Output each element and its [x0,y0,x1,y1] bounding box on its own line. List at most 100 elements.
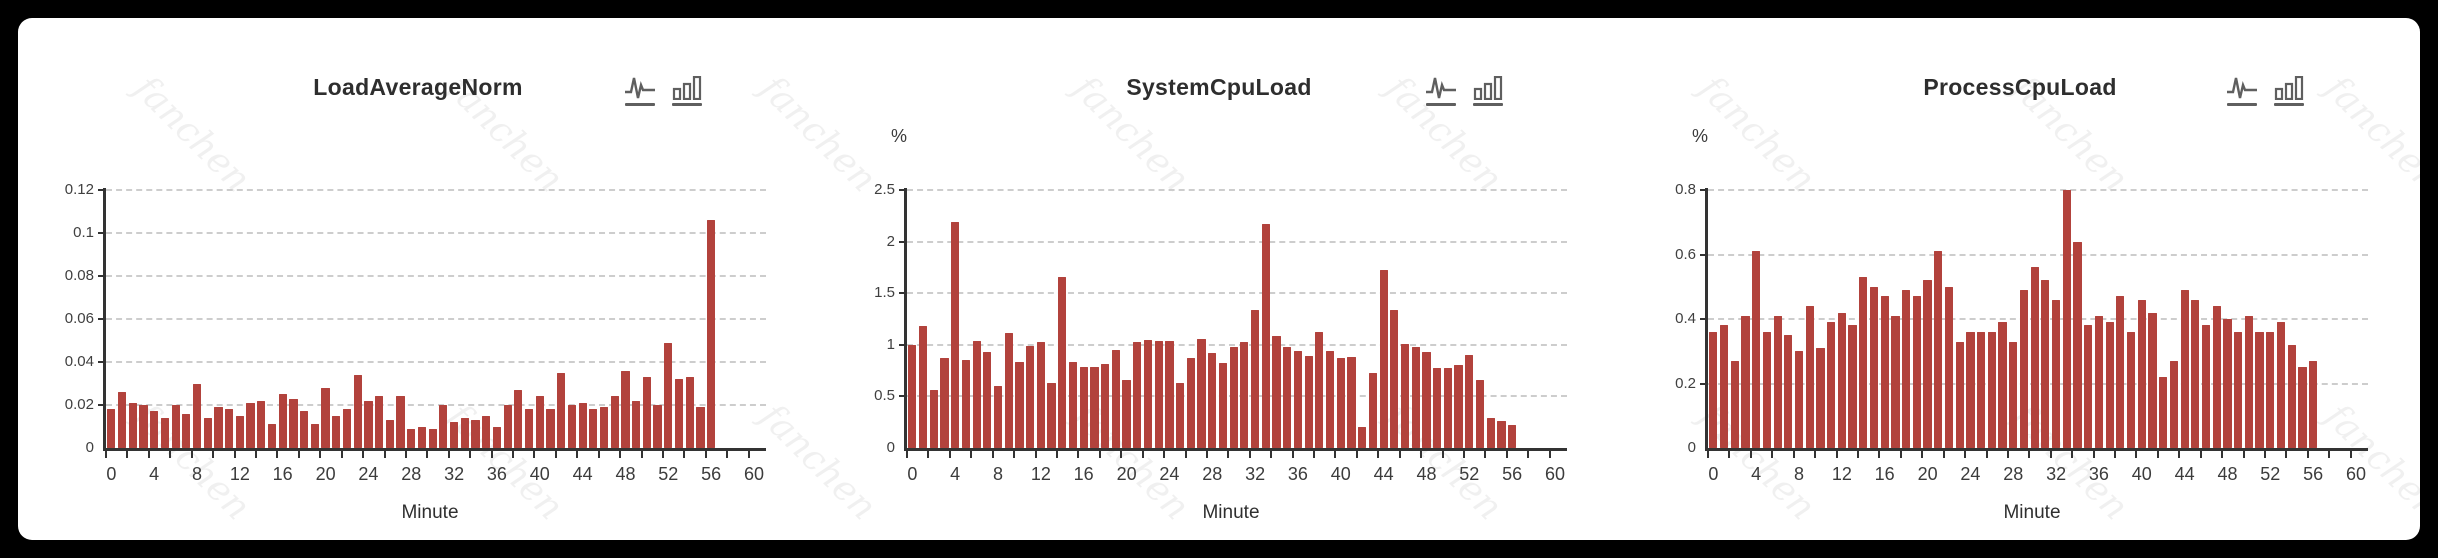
bar[interactable] [396,396,405,448]
bar[interactable] [2030,267,2039,448]
bar[interactable] [1848,325,1857,448]
bar[interactable] [2201,325,2211,448]
bar[interactable] [1036,341,1045,448]
bar[interactable] [1240,341,1249,448]
bar[interactable] [1497,421,1506,448]
bar[interactable] [1229,346,1238,448]
bar[interactable] [1730,360,1739,448]
bar[interactable] [1250,309,1260,448]
bar[interactable] [1752,251,1761,448]
bar[interactable] [375,396,384,448]
bar[interactable] [1944,286,1954,449]
bar[interactable] [1902,290,1911,448]
bar[interactable] [182,413,191,448]
bar[interactable] [1026,345,1035,448]
bar[interactable] [2234,331,2243,448]
bar[interactable] [961,360,971,448]
bar[interactable] [407,428,416,448]
bar[interactable] [1176,383,1185,448]
bar[interactable] [2223,319,2232,448]
bar[interactable] [1827,322,1836,448]
bar[interactable] [1218,363,1228,448]
bar[interactable] [439,405,448,448]
bar[interactable] [1805,306,1814,448]
bar[interactable] [2159,377,2168,448]
bar[interactable] [1325,351,1335,448]
bar[interactable] [2309,360,2318,448]
bar[interactable] [139,405,148,448]
bar[interactable] [632,400,641,448]
bar[interactable] [321,387,330,448]
bar[interactable] [1433,367,1442,448]
bar[interactable] [1358,427,1367,448]
bar[interactable] [214,407,223,449]
bar[interactable] [1368,372,1378,448]
bar[interactable] [2287,344,2296,448]
bar[interactable] [599,407,609,449]
bar-chart-toggle-button[interactable] [2274,76,2304,106]
bar[interactable] [993,386,1003,448]
bar[interactable] [951,222,960,448]
bar[interactable] [664,342,673,448]
bar[interactable] [1880,296,1889,448]
bar[interactable] [2126,331,2136,448]
bar[interactable] [482,415,491,449]
bar[interactable] [908,344,917,448]
bar[interactable] [1293,351,1303,448]
bar[interactable] [1816,348,1825,448]
line-chart-toggle-button[interactable] [1425,76,1457,106]
bar[interactable] [1197,338,1206,448]
bar[interactable] [2116,296,2125,448]
bar[interactable] [2073,241,2082,448]
bar[interactable] [1186,358,1195,448]
bar[interactable] [2276,322,2286,448]
bar-chart-toggle-button[interactable] [672,76,702,106]
bar[interactable] [2266,331,2275,448]
bar[interactable] [1977,331,1986,448]
bar[interactable] [117,392,127,448]
bar[interactable] [972,340,981,448]
bar[interactable] [310,424,319,448]
bar[interactable] [578,402,587,448]
bar[interactable] [449,422,459,448]
bar[interactable] [107,409,116,448]
bar[interactable] [1966,331,1975,448]
bar[interactable] [535,396,544,448]
bar[interactable] [1015,362,1024,448]
bar[interactable] [417,426,427,448]
bar[interactable] [150,411,159,448]
line-chart-toggle-button[interactable] [624,76,656,106]
bar[interactable] [2009,341,2018,448]
bar[interactable] [1762,331,1772,448]
bar[interactable] [557,372,566,449]
bar[interactable] [1004,333,1013,448]
bar[interactable] [1133,341,1142,448]
bar[interactable] [1261,224,1270,448]
bar[interactable] [246,402,255,448]
bar[interactable] [1047,383,1056,448]
bar[interactable] [2137,299,2146,448]
bar[interactable] [696,407,705,449]
bar[interactable] [471,420,480,448]
bar[interactable] [1347,357,1356,448]
bar[interactable] [1465,355,1474,448]
bar[interactable] [674,379,684,448]
bar[interactable] [353,374,362,448]
bar[interactable] [1058,276,1067,448]
bar[interactable] [1165,340,1174,448]
bar[interactable] [235,415,244,449]
bar[interactable] [1111,350,1120,448]
bar[interactable] [1090,366,1099,448]
bar[interactable] [2148,312,2157,448]
bar[interactable] [2094,315,2104,448]
bar[interactable] [1283,346,1292,448]
bar[interactable] [1912,296,1921,448]
bar[interactable] [364,400,373,448]
bar[interactable] [1869,286,1879,449]
bar[interactable] [1154,340,1163,448]
bar[interactable] [1987,331,1996,448]
bar[interactable] [1719,325,1729,448]
bar[interactable] [567,405,577,448]
bar[interactable] [203,417,212,448]
bar[interactable] [385,420,394,448]
